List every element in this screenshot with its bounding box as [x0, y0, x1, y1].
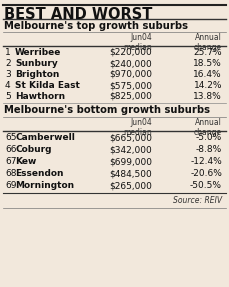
Text: 25.7%: 25.7%	[193, 48, 222, 57]
Text: Melbourne's bottom growth suburbs: Melbourne's bottom growth suburbs	[4, 105, 210, 115]
Text: $665,000: $665,000	[109, 133, 152, 142]
Text: 18.5%: 18.5%	[193, 59, 222, 68]
Text: Camberwell: Camberwell	[15, 133, 75, 142]
Text: $342,000: $342,000	[109, 145, 152, 154]
Text: Mornington: Mornington	[15, 181, 74, 190]
Text: 16.4%: 16.4%	[193, 70, 222, 79]
Text: Brighton: Brighton	[15, 70, 59, 79]
Text: 1: 1	[5, 48, 11, 57]
Text: Annual
change: Annual change	[194, 118, 222, 137]
Text: $825,000: $825,000	[109, 92, 152, 101]
Text: Coburg: Coburg	[15, 145, 52, 154]
Text: -5.0%: -5.0%	[196, 133, 222, 142]
Text: Jun04
median: Jun04 median	[123, 33, 152, 53]
Text: $484,500: $484,500	[109, 169, 152, 178]
Text: BEST AND WORST: BEST AND WORST	[4, 7, 152, 22]
Text: Werribee: Werribee	[15, 48, 61, 57]
Text: 14.2%: 14.2%	[194, 81, 222, 90]
Text: Kew: Kew	[15, 157, 36, 166]
Text: -12.4%: -12.4%	[190, 157, 222, 166]
Text: $240,000: $240,000	[109, 59, 152, 68]
Text: -50.5%: -50.5%	[190, 181, 222, 190]
Text: $220,000: $220,000	[109, 48, 152, 57]
Text: -20.6%: -20.6%	[190, 169, 222, 178]
Text: Source: REIV: Source: REIV	[173, 196, 222, 205]
Text: Sunbury: Sunbury	[15, 59, 58, 68]
Text: $575,000: $575,000	[109, 81, 152, 90]
Text: Annual
change: Annual change	[194, 33, 222, 53]
Text: St Kilda East: St Kilda East	[15, 81, 80, 90]
Text: 3: 3	[5, 70, 11, 79]
Text: 68: 68	[5, 169, 16, 178]
Text: 66: 66	[5, 145, 16, 154]
Text: Jun04
median: Jun04 median	[123, 118, 152, 137]
Text: Melbourne's top growth suburbs: Melbourne's top growth suburbs	[4, 21, 188, 31]
Text: $970,000: $970,000	[109, 70, 152, 79]
Text: $699,000: $699,000	[109, 157, 152, 166]
Text: 67: 67	[5, 157, 16, 166]
Text: Hawthorn: Hawthorn	[15, 92, 65, 101]
Text: 2: 2	[5, 59, 11, 68]
Text: -8.8%: -8.8%	[196, 145, 222, 154]
Text: 65: 65	[5, 133, 16, 142]
Text: 4: 4	[5, 81, 11, 90]
Text: $265,000: $265,000	[109, 181, 152, 190]
Text: Essendon: Essendon	[15, 169, 63, 178]
Text: 13.8%: 13.8%	[193, 92, 222, 101]
Text: 69: 69	[5, 181, 16, 190]
Text: 5: 5	[5, 92, 11, 101]
